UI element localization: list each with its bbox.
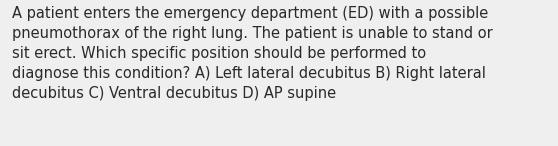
Text: A patient enters the emergency department (ED) with a possible
pneumothorax of t: A patient enters the emergency departmen… (12, 6, 493, 101)
